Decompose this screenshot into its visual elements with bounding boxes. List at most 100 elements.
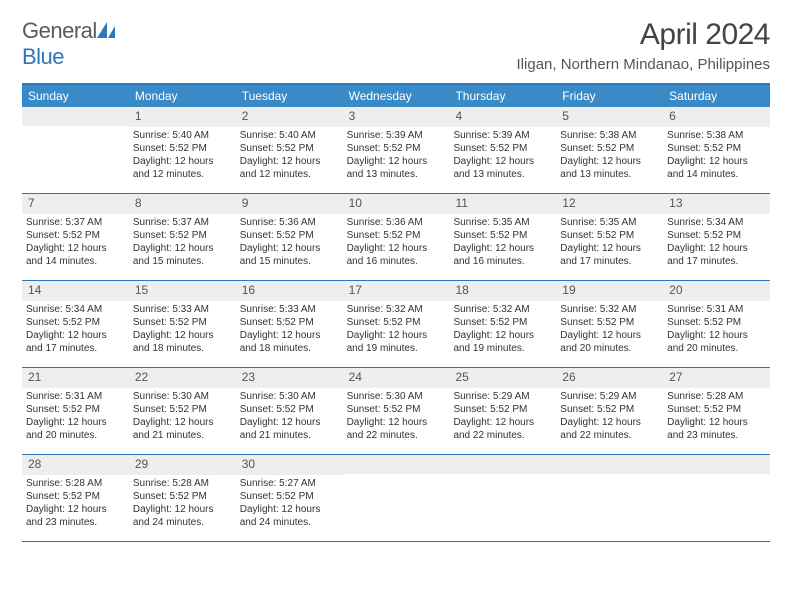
week-row: 1Sunrise: 5:40 AMSunset: 5:52 PMDaylight… [22,107,770,194]
sunrise-text: Sunrise: 5:39 AM [347,129,446,142]
daylight-text: Daylight: 12 hours and 22 minutes. [347,416,446,442]
day-cell: 24Sunrise: 5:30 AMSunset: 5:52 PMDayligh… [343,368,450,454]
sunrise-text: Sunrise: 5:31 AM [26,390,125,403]
dayheader-wed: Wednesday [343,85,450,107]
day-info: Sunrise: 5:32 AMSunset: 5:52 PMDaylight:… [343,301,450,359]
sunrise-text: Sunrise: 5:39 AM [453,129,552,142]
day-cell: 28Sunrise: 5:28 AMSunset: 5:52 PMDayligh… [22,455,129,541]
day-number: 13 [663,194,770,214]
day-number: 8 [129,194,236,214]
day-cell: 23Sunrise: 5:30 AMSunset: 5:52 PMDayligh… [236,368,343,454]
day-number [556,455,663,474]
sunrise-text: Sunrise: 5:34 AM [667,216,766,229]
day-cell: 20Sunrise: 5:31 AMSunset: 5:52 PMDayligh… [663,281,770,367]
dayheader-sun: Sunday [22,85,129,107]
sunset-text: Sunset: 5:52 PM [240,490,339,503]
day-cell: 22Sunrise: 5:30 AMSunset: 5:52 PMDayligh… [129,368,236,454]
day-number: 21 [22,368,129,388]
sunset-text: Sunset: 5:52 PM [453,403,552,416]
daylight-text: Daylight: 12 hours and 14 minutes. [26,242,125,268]
sunrise-text: Sunrise: 5:40 AM [133,129,232,142]
sunset-text: Sunset: 5:52 PM [240,403,339,416]
daylight-text: Daylight: 12 hours and 18 minutes. [133,329,232,355]
daylight-text: Daylight: 12 hours and 22 minutes. [560,416,659,442]
sunset-text: Sunset: 5:52 PM [453,142,552,155]
daylight-text: Daylight: 12 hours and 15 minutes. [240,242,339,268]
daylight-text: Daylight: 12 hours and 17 minutes. [26,329,125,355]
sunrise-text: Sunrise: 5:40 AM [240,129,339,142]
logo-part2: Blue [22,44,64,69]
daylight-text: Daylight: 12 hours and 18 minutes. [240,329,339,355]
day-number: 11 [449,194,556,214]
day-number: 6 [663,107,770,127]
day-number: 27 [663,368,770,388]
day-number: 10 [343,194,450,214]
day-info: Sunrise: 5:40 AMSunset: 5:52 PMDaylight:… [236,127,343,185]
sunset-text: Sunset: 5:52 PM [667,316,766,329]
sunset-text: Sunset: 5:52 PM [347,142,446,155]
sunrise-text: Sunrise: 5:33 AM [240,303,339,316]
day-info: Sunrise: 5:31 AMSunset: 5:52 PMDaylight:… [22,388,129,446]
title-block: April 2024 Iligan, Northern Mindanao, Ph… [517,18,770,73]
sunset-text: Sunset: 5:52 PM [133,403,232,416]
day-info: Sunrise: 5:30 AMSunset: 5:52 PMDaylight:… [129,388,236,446]
day-number: 29 [129,455,236,475]
daylight-text: Daylight: 12 hours and 15 minutes. [133,242,232,268]
day-info: Sunrise: 5:32 AMSunset: 5:52 PMDaylight:… [449,301,556,359]
day-number: 1 [129,107,236,127]
daylight-text: Daylight: 12 hours and 20 minutes. [667,329,766,355]
day-number [663,455,770,474]
day-number: 19 [556,281,663,301]
day-cell: 25Sunrise: 5:29 AMSunset: 5:52 PMDayligh… [449,368,556,454]
day-cell: 19Sunrise: 5:32 AMSunset: 5:52 PMDayligh… [556,281,663,367]
day-cell: 14Sunrise: 5:34 AMSunset: 5:52 PMDayligh… [22,281,129,367]
day-number: 4 [449,107,556,127]
sunset-text: Sunset: 5:52 PM [240,229,339,242]
sunset-text: Sunset: 5:52 PM [560,403,659,416]
day-cell [343,455,450,541]
day-number: 23 [236,368,343,388]
daylight-text: Daylight: 12 hours and 13 minutes. [453,155,552,181]
day-cell: 7Sunrise: 5:37 AMSunset: 5:52 PMDaylight… [22,194,129,280]
day-cell: 4 Sunrise: 5:39 AMSunset: 5:52 PMDaylight… [449,107,556,193]
sunrise-text: Sunrise: 5:36 AM [240,216,339,229]
week-row: 14Sunrise: 5:34 AMSunset: 5:52 PMDayligh… [22,281,770,368]
month-title: April 2024 [517,18,770,52]
daylight-text: Daylight: 12 hours and 21 minutes. [240,416,339,442]
sunrise-text: Sunrise: 5:31 AM [667,303,766,316]
day-info: Sunrise: 5:33 AMSunset: 5:52 PMDaylight:… [129,301,236,359]
day-info: Sunrise: 5:34 AMSunset: 5:52 PMDaylight:… [22,301,129,359]
day-info: Sunrise: 5:31 AMSunset: 5:52 PMDaylight:… [663,301,770,359]
day-number: 18 [449,281,556,301]
day-number: 22 [129,368,236,388]
sunset-text: Sunset: 5:52 PM [560,316,659,329]
daylight-text: Daylight: 12 hours and 13 minutes. [347,155,446,181]
sunrise-text: Sunrise: 5:38 AM [560,129,659,142]
sunrise-text: Sunrise: 5:34 AM [26,303,125,316]
day-cell: 9Sunrise: 5:36 AMSunset: 5:52 PMDaylight… [236,194,343,280]
sunset-text: Sunset: 5:52 PM [26,316,125,329]
daylight-text: Daylight: 12 hours and 12 minutes. [133,155,232,181]
sunrise-text: Sunrise: 5:32 AM [453,303,552,316]
daylight-text: Daylight: 12 hours and 17 minutes. [560,242,659,268]
daylight-text: Daylight: 12 hours and 16 minutes. [347,242,446,268]
day-info: Sunrise: 5:36 AMSunset: 5:52 PMDaylight:… [343,214,450,272]
day-info: Sunrise: 5:35 AMSunset: 5:52 PMDaylight:… [556,214,663,272]
day-cell [22,107,129,193]
day-info: Sunrise: 5:37 AMSunset: 5:52 PMDaylight:… [129,214,236,272]
dayheader-sat: Saturday [663,85,770,107]
daylight-text: Daylight: 12 hours and 24 minutes. [240,503,339,529]
sunrise-text: Sunrise: 5:37 AM [26,216,125,229]
day-info: Sunrise: 5:28 AMSunset: 5:52 PMDaylight:… [663,388,770,446]
day-number: 24 [343,368,450,388]
dayheader-mon: Monday [129,85,236,107]
day-cell: 26Sunrise: 5:29 AMSunset: 5:52 PMDayligh… [556,368,663,454]
day-cell: 10Sunrise: 5:36 AMSunset: 5:52 PMDayligh… [343,194,450,280]
header: General Blue April 2024 Iligan, Northern… [22,18,770,73]
daylight-text: Daylight: 12 hours and 20 minutes. [26,416,125,442]
sunrise-text: Sunrise: 5:30 AM [347,390,446,403]
day-info: Sunrise: 5:38 AMSunset: 5:52 PMDaylight:… [663,127,770,185]
day-info: Sunrise: 5:35 AMSunset: 5:52 PMDaylight:… [449,214,556,272]
day-cell: 18Sunrise: 5:32 AMSunset: 5:52 PMDayligh… [449,281,556,367]
day-number: 26 [556,368,663,388]
